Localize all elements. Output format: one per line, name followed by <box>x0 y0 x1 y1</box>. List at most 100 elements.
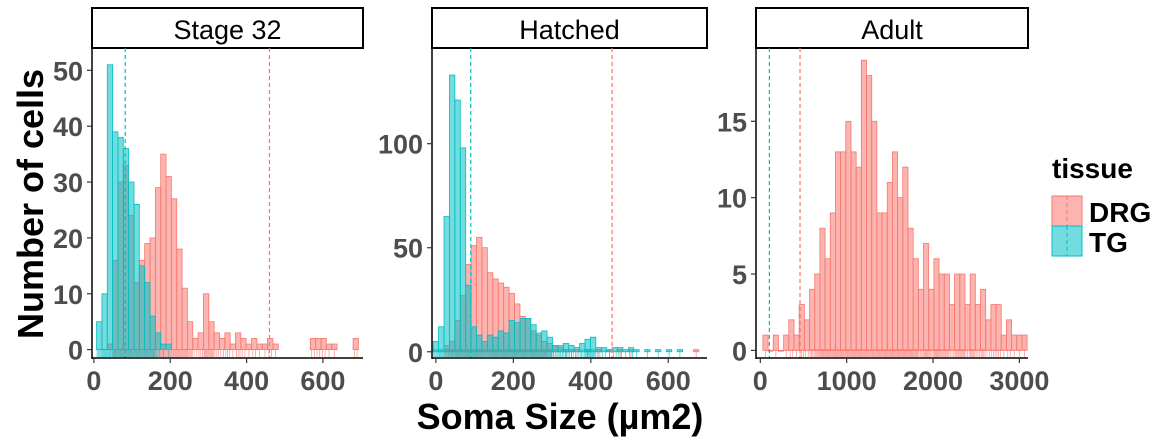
bar-drg <box>310 338 315 349</box>
bar-drg <box>810 289 815 350</box>
bar-drg <box>332 344 337 350</box>
x-tick-label: 400 <box>224 366 269 396</box>
bar-drg <box>177 249 182 350</box>
bar-drg <box>166 176 171 349</box>
bar-drg <box>236 333 241 350</box>
bar-drg <box>934 259 939 351</box>
bar-drg <box>187 322 192 350</box>
bar-drg <box>918 289 923 350</box>
bar-drg <box>161 154 166 349</box>
bar-drg <box>182 288 187 349</box>
y-tick-label: 0 <box>68 336 83 366</box>
y-tick-label: 10 <box>53 280 83 310</box>
bar-tg <box>123 149 128 350</box>
bar-drg <box>825 259 830 351</box>
bar-tg <box>155 333 160 350</box>
bar-drg <box>326 344 331 350</box>
x-tick-label: 1000 <box>817 366 877 396</box>
y-tick-label: 15 <box>717 107 747 137</box>
bar-drg <box>872 121 877 350</box>
bar-tg <box>449 75 454 352</box>
legend: tissue DRG TG <box>1052 153 1151 258</box>
bar-tg <box>139 266 144 350</box>
x-tick-label: 0 <box>753 366 768 396</box>
bar-tg <box>102 294 107 350</box>
bar-tg <box>531 325 536 352</box>
bar-drg <box>203 294 208 350</box>
bar-drg <box>986 320 991 351</box>
bar-drg <box>268 338 273 349</box>
bar-drg <box>252 338 257 349</box>
bar-drg <box>924 243 929 350</box>
panel-1: Stage 32010203040500 200 400 600 <box>53 8 363 396</box>
bar-drg <box>1012 335 1017 350</box>
bar-drg <box>991 305 996 351</box>
facet-title: Adult <box>861 15 923 45</box>
bar-drg <box>763 335 768 350</box>
bar-drg <box>477 237 482 351</box>
bar-drg <box>257 344 262 350</box>
bar-tg <box>107 65 112 350</box>
bar-drg <box>482 248 487 352</box>
bar-tg <box>118 137 123 349</box>
bar-drg <box>981 289 986 350</box>
bar-drg <box>820 228 825 350</box>
x-tick-label: 0 <box>86 366 101 396</box>
bar-drg <box>841 152 846 351</box>
bar-drg <box>955 274 960 350</box>
bar-drg <box>1001 335 1006 350</box>
bar-drg <box>804 320 809 351</box>
bar-drg <box>209 322 214 350</box>
bar-tg <box>439 327 444 352</box>
legend-label-tg: TG <box>1089 227 1128 258</box>
bar-drg <box>965 305 970 351</box>
bar-drg <box>851 152 856 351</box>
x-tick-label: 200 <box>148 366 193 396</box>
bar-drg <box>960 274 965 350</box>
bar-drg <box>225 333 230 350</box>
x-tick-label: 0 <box>428 366 443 396</box>
bar-tg <box>455 100 460 352</box>
bar-drg <box>996 305 1001 351</box>
bar-drg <box>1017 335 1022 350</box>
y-axis-title: Number of cells <box>10 69 51 339</box>
bar-tg <box>542 331 547 352</box>
bar-drg <box>784 335 789 350</box>
bar-drg <box>861 60 866 350</box>
series-drg <box>763 60 1027 351</box>
bar-tg <box>161 344 166 350</box>
y-tick-label: 0 <box>732 336 747 366</box>
bar-tg <box>601 348 606 352</box>
bar-drg <box>230 344 235 350</box>
bar-drg <box>321 338 326 349</box>
bar-drg <box>830 213 835 350</box>
bar-drg <box>939 274 944 350</box>
bar-tg <box>129 182 134 350</box>
x-tick-label: 3000 <box>989 366 1049 396</box>
bar-tg <box>509 321 514 352</box>
bar-tg <box>444 217 449 352</box>
y-tick-label: 5 <box>732 260 747 290</box>
bar-drg <box>846 121 851 350</box>
bar-tg <box>525 318 530 351</box>
bar-tg <box>166 344 171 350</box>
bar-tg <box>520 318 525 351</box>
bar-drg <box>892 152 897 351</box>
x-tick-label: 200 <box>491 366 536 396</box>
legend-label-drg: DRG <box>1089 197 1151 228</box>
bar-drg <box>949 305 954 351</box>
bar-tg <box>97 322 102 350</box>
bar-drg <box>898 198 903 351</box>
facet-title: Hatched <box>519 15 620 45</box>
bar-drg <box>193 338 198 349</box>
bar-drg <box>913 259 918 351</box>
bar-drg <box>835 152 840 351</box>
rug-tg <box>97 349 169 357</box>
bar-drg <box>246 344 251 350</box>
x-tick-label: 600 <box>646 366 691 396</box>
bar-drg <box>241 338 246 349</box>
bar-tg <box>536 333 541 352</box>
bar-tg <box>612 348 617 352</box>
bar-drg <box>273 344 278 350</box>
